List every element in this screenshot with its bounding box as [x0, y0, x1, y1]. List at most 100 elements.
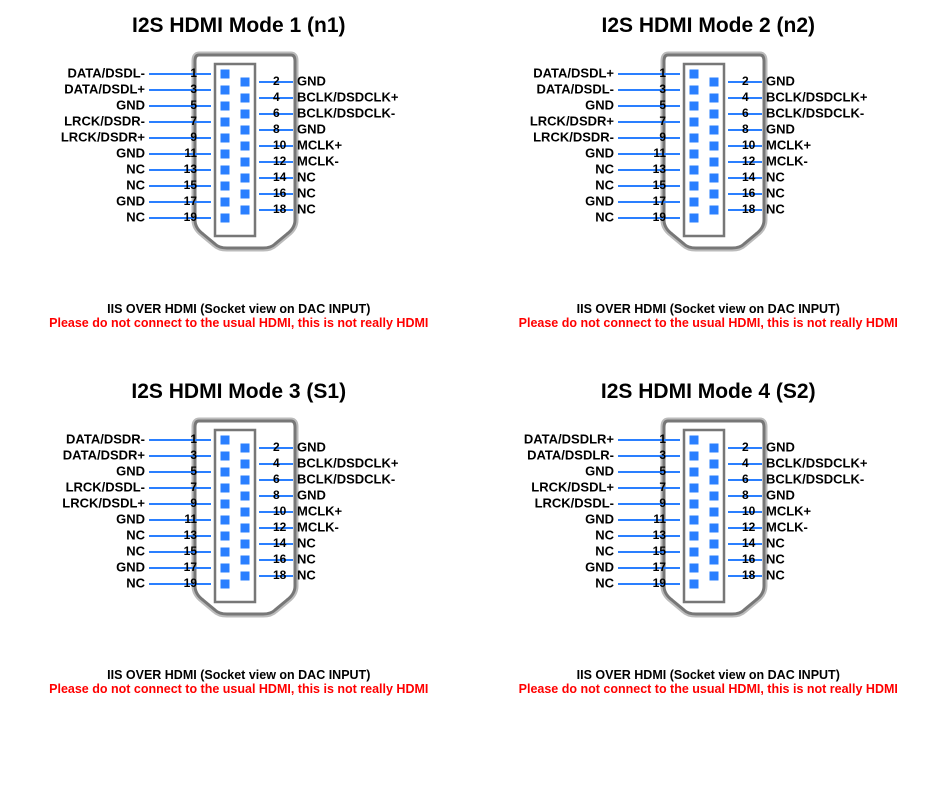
pin-6-label: BCLK/DSDCLK-: [766, 105, 864, 120]
pin-5-label: GND: [116, 463, 145, 478]
svg-text:16: 16: [742, 552, 756, 566]
svg-text:13: 13: [183, 162, 197, 176]
svg-text:11: 11: [654, 512, 667, 526]
pin-12-label: MCLK-: [297, 519, 339, 534]
pin-14-label: NC: [297, 169, 316, 184]
warning-line: Please do not connect to the usual HDMI,…: [49, 316, 428, 330]
svg-text:16: 16: [273, 186, 287, 200]
svg-text:11: 11: [654, 146, 667, 160]
pin-1-label: DATA/DSDL-: [67, 65, 145, 80]
svg-text:15: 15: [183, 178, 197, 192]
svg-text:8: 8: [742, 488, 749, 502]
svg-text:3: 3: [190, 448, 197, 462]
pin-2-label: GND: [297, 73, 326, 88]
pin-7-label: LRCK/DSDL-: [65, 479, 144, 494]
svg-text:1: 1: [660, 66, 667, 80]
pin-9-label: LRCK/DSDR-: [533, 129, 614, 144]
pin-10-label: MCLK+: [766, 503, 812, 518]
svg-text:3: 3: [660, 448, 667, 462]
svg-text:2: 2: [273, 440, 280, 454]
svg-text:12: 12: [273, 154, 287, 168]
svg-text:16: 16: [273, 552, 287, 566]
pin-2-label: GND: [766, 439, 795, 454]
svg-text:7: 7: [190, 114, 197, 128]
svg-text:12: 12: [742, 520, 756, 534]
pin-18-label: NC: [766, 201, 785, 216]
svg-text:13: 13: [653, 162, 667, 176]
svg-text:15: 15: [183, 544, 197, 558]
note-line-1: IIS OVER HDMI (Socket view on DAC INPUT): [577, 302, 840, 316]
mode-3-panel: I2S HDMI Mode 3 (S1)1DATA/DSDR-3DATA/DSD…: [14, 380, 464, 696]
pin-4-label: BCLK/DSDCLK+: [297, 455, 399, 470]
svg-text:12: 12: [742, 154, 756, 168]
svg-text:5: 5: [190, 98, 197, 112]
pin-3-label: DATA/DSDL-: [537, 81, 615, 96]
pin-12-label: MCLK-: [766, 153, 808, 168]
pin-19-label: NC: [595, 575, 614, 590]
mode-4-panel: I2S HDMI Mode 4 (S2)1DATA/DSDLR+3DATA/DS…: [484, 380, 934, 696]
pin-1-label: DATA/DSDR-: [66, 431, 145, 446]
svg-text:3: 3: [190, 82, 197, 96]
pin-9-label: LRCK/DSDL-: [535, 495, 614, 510]
pin-19-label: NC: [595, 209, 614, 224]
svg-text:13: 13: [653, 528, 667, 542]
svg-text:8: 8: [273, 488, 280, 502]
pin-4-label: BCLK/DSDCLK+: [766, 89, 868, 104]
pin-11-label: GND: [116, 145, 145, 160]
pin-8-label: GND: [297, 121, 326, 136]
warning-line: Please do not connect to the usual HDMI,…: [49, 682, 428, 696]
svg-text:19: 19: [653, 210, 667, 224]
svg-text:6: 6: [742, 472, 749, 486]
mode-1-panel: I2S HDMI Mode 1 (n1)1DATA/DSDL-3DATA/DSD…: [14, 14, 464, 330]
pin-11-label: GND: [585, 145, 614, 160]
svg-text:9: 9: [660, 130, 667, 144]
svg-text:1: 1: [190, 432, 197, 446]
svg-text:19: 19: [653, 576, 667, 590]
pin-5-label: GND: [585, 97, 614, 112]
pin-8-label: GND: [766, 121, 795, 136]
svg-text:4: 4: [742, 456, 749, 470]
svg-text:16: 16: [742, 186, 756, 200]
pin-3-label: DATA/DSDL+: [64, 81, 145, 96]
pin-19-label: NC: [126, 575, 145, 590]
pin-7-label: LRCK/DSDR+: [530, 113, 615, 128]
svg-text:2: 2: [273, 74, 280, 88]
svg-text:8: 8: [273, 122, 280, 136]
mode-title: I2S HDMI Mode 4 (S2): [601, 380, 816, 404]
pin-5-label: GND: [585, 463, 614, 478]
connector-diagram: 1DATA/DSDLR+3DATA/DSDLR-5GND7LRCK/DSDL+9…: [488, 414, 928, 664]
pin-17-label: GND: [585, 193, 614, 208]
svg-text:5: 5: [190, 464, 197, 478]
pin-16-label: NC: [766, 185, 785, 200]
pin-9-label: LRCK/DSDL+: [62, 495, 145, 510]
svg-text:3: 3: [660, 82, 667, 96]
pin-13-label: NC: [126, 527, 145, 542]
pin-2-label: GND: [766, 73, 795, 88]
pin-7-label: LRCK/DSDL+: [532, 479, 615, 494]
pin-1-label: DATA/DSDLR+: [524, 431, 615, 446]
warning-line: Please do not connect to the usual HDMI,…: [519, 682, 898, 696]
svg-text:10: 10: [742, 138, 756, 152]
connector-diagram: 1DATA/DSDL-3DATA/DSDL+5GND7LRCK/DSDR-9LR…: [19, 48, 459, 298]
pin-1-label: DATA/DSDL+: [533, 65, 614, 80]
pinout-grid: I2S HDMI Mode 1 (n1)1DATA/DSDL-3DATA/DSD…: [14, 14, 933, 696]
svg-text:6: 6: [273, 106, 280, 120]
pin-13-label: NC: [595, 527, 614, 542]
svg-text:17: 17: [183, 194, 197, 208]
svg-text:10: 10: [273, 138, 287, 152]
svg-text:17: 17: [653, 194, 667, 208]
pin-12-label: MCLK-: [297, 153, 339, 168]
pin-10-label: MCLK+: [297, 503, 343, 518]
svg-text:7: 7: [660, 114, 667, 128]
pin-12-label: MCLK-: [766, 519, 808, 534]
pin-11-label: GND: [116, 511, 145, 526]
svg-text:1: 1: [660, 432, 667, 446]
mode-2-panel: I2S HDMI Mode 2 (n2)1DATA/DSDL+3DATA/DSD…: [484, 14, 934, 330]
svg-text:9: 9: [190, 496, 197, 510]
pin-17-label: GND: [116, 559, 145, 574]
pin-15-label: NC: [595, 543, 614, 558]
pin-8-label: GND: [297, 487, 326, 502]
pin-11-label: GND: [585, 511, 614, 526]
pin-2-label: GND: [297, 439, 326, 454]
pin-15-label: NC: [126, 543, 145, 558]
